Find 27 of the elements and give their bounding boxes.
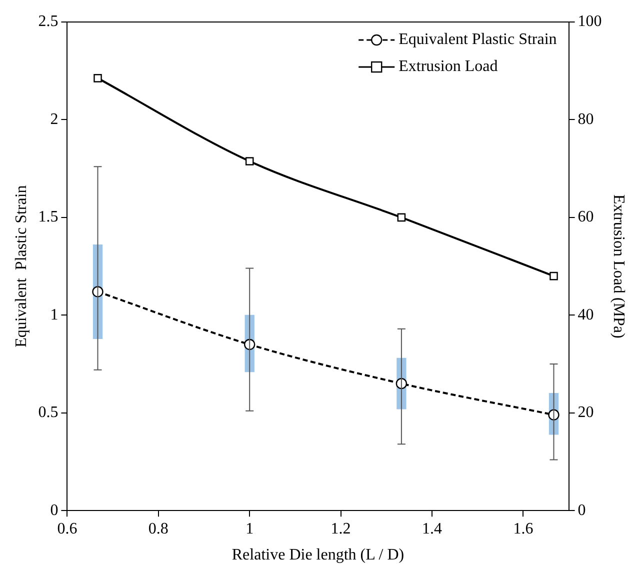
x-tick-label: 1 [246, 520, 254, 538]
x-tick-label: 0.6 [57, 520, 78, 538]
y-tick-label: 1 [50, 306, 58, 324]
x-tick-label: 0.8 [148, 520, 168, 538]
y2-tick-label: 0 [578, 502, 586, 519]
y-tick-label: 2 [50, 110, 58, 128]
y-tick-label: 0.5 [38, 404, 58, 422]
x-tick-label: 1.2 [330, 520, 351, 538]
point [397, 213, 406, 222]
x-tick-label: 1.6 [513, 520, 534, 538]
point [550, 272, 558, 280]
point [245, 157, 254, 166]
x-tick-label: 1.4 [422, 520, 442, 538]
y2-tick-label: 40 [578, 306, 594, 324]
y-tick-label: 1.5 [38, 208, 58, 226]
x-axis-title: Relative Die length (L / D) [232, 546, 404, 564]
y2-tick-label: 100 [578, 13, 602, 30]
y-tick-label: 0 [50, 502, 58, 519]
y2-tick-label: 80 [578, 110, 594, 128]
y2-tick-label: 20 [578, 404, 594, 422]
legend-label: Equivalent Plastic Strain [398, 31, 557, 48]
y-axis-title: Equivalent Plastic Strain [12, 185, 30, 348]
y2-axis-title: Extrusion Load (MPa) [610, 194, 628, 338]
y2-tick-label: 60 [578, 208, 594, 226]
y-tick-label: 2.5 [38, 13, 58, 30]
point [94, 74, 102, 82]
legend-label: Extrusion Load [398, 58, 498, 76]
